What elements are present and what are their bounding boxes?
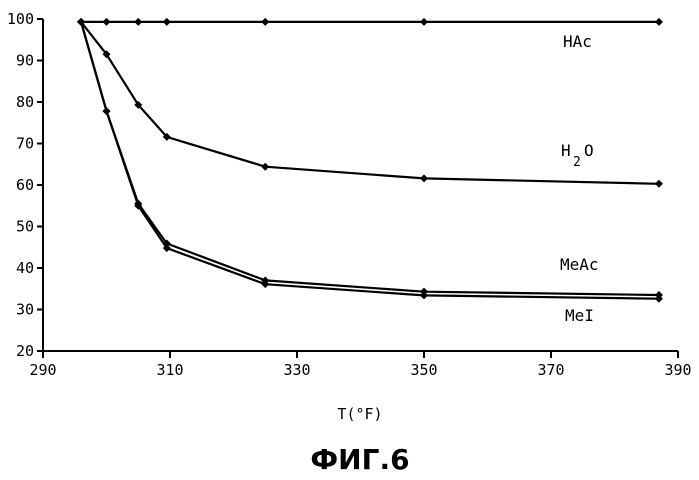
series-label-mei: MeI [565, 306, 594, 325]
data-point-hac [655, 18, 663, 26]
series-label-h2o: H 2 O [561, 141, 594, 170]
y-tick-label: 60 [16, 176, 34, 194]
x-tick-label: 310 [156, 361, 183, 379]
data-point-h2o [420, 174, 428, 182]
y-tick-label: 80 [16, 93, 34, 111]
series-label-h2o-tail: O [584, 141, 594, 160]
y-tick-label: 20 [16, 342, 34, 360]
data-point-h2o [261, 163, 269, 171]
series-label-h2o-main: H [561, 141, 571, 160]
x-tick-label: 330 [283, 361, 310, 379]
data-point-hac [261, 18, 269, 26]
data-point-hac [134, 18, 142, 26]
x-tick-label: 290 [29, 361, 56, 379]
y-tick-label: 90 [16, 52, 34, 70]
x-axis-title: T(°F) [337, 405, 382, 423]
data-point-mei [103, 107, 111, 115]
series-label-hac: HAc [563, 32, 592, 51]
axes [43, 19, 678, 351]
series-label-meac: MeAc [560, 255, 599, 274]
y-tick-label: 30 [16, 301, 34, 319]
data-point-h2o [655, 180, 663, 188]
x-tick-label: 350 [410, 361, 437, 379]
data-point-hac [163, 18, 171, 26]
y-tick-label: 100 [7, 10, 34, 28]
x-tick-label: 370 [537, 361, 564, 379]
figure-caption: ФИГ.6 [310, 443, 409, 476]
series-label-h2o-sub: 2 [573, 155, 581, 170]
y-tick-label: 50 [16, 218, 34, 236]
y-tick-label: 70 [16, 135, 34, 153]
x-tick-label: 390 [664, 361, 691, 379]
data-point-hac [103, 18, 111, 26]
y-tick-label: 40 [16, 259, 34, 277]
data-point-hac [420, 18, 428, 26]
